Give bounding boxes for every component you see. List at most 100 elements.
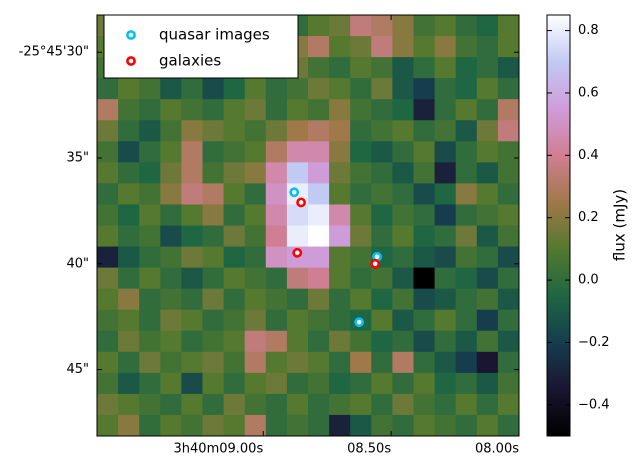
heatmap-cell	[350, 267, 372, 290]
heatmap-cell	[181, 330, 203, 353]
heatmap-cell	[329, 99, 351, 121]
x-tick-label: 08.50s	[347, 442, 391, 456]
heatmap-cell	[413, 393, 436, 416]
heatmap-cell	[497, 372, 520, 395]
heatmap-cell	[476, 57, 499, 79]
heatmap-cell	[455, 330, 478, 353]
heatmap-cell	[371, 225, 393, 248]
heatmap-cell	[308, 393, 330, 416]
heatmap-cell	[181, 141, 203, 163]
heatmap-cell	[455, 246, 478, 269]
heatmap-cell	[202, 99, 225, 121]
heatmap-cell	[181, 162, 203, 184]
heatmap-cell	[181, 225, 203, 248]
heatmap-cell	[265, 267, 288, 290]
heatmap-cell	[265, 204, 288, 226]
heatmap-cell	[476, 225, 499, 248]
heatmap-cell	[497, 15, 520, 37]
heatmap-cell	[371, 183, 393, 205]
heatmap-cell	[392, 393, 414, 416]
heatmap-cell	[476, 204, 499, 226]
heatmap-cell	[476, 36, 499, 58]
heatmap-cell	[413, 162, 436, 184]
heatmap-cell	[286, 288, 309, 311]
heatmap-cell	[371, 414, 393, 437]
heatmap-cell	[350, 120, 372, 142]
heatmap-cell	[350, 36, 372, 58]
heatmap-cell	[202, 330, 225, 353]
heatmap-cell	[392, 309, 414, 332]
heatmap-cell	[286, 141, 309, 163]
y-tick-label: 35"	[66, 151, 89, 166]
heatmap-cell	[139, 288, 161, 311]
heatmap-cell	[244, 330, 267, 353]
heatmap-cell	[371, 351, 393, 374]
heatmap-cell	[455, 162, 478, 184]
colorbar-tick-label: 0.2	[578, 210, 599, 225]
heatmap-cell	[308, 141, 330, 163]
heatmap-cell	[476, 267, 499, 290]
heatmap-cell	[455, 225, 478, 248]
heatmap-cell	[160, 351, 182, 374]
colorbar-tick-label: 0.6	[578, 85, 599, 100]
heatmap-cell	[244, 225, 267, 248]
heatmap-cell	[97, 99, 119, 121]
heatmap-cell	[308, 372, 330, 395]
heatmap-cell	[265, 183, 288, 205]
heatmap-cell	[181, 288, 203, 311]
heatmap-cell	[181, 204, 203, 226]
legend-marker	[126, 56, 136, 66]
heatmap-cell	[434, 120, 457, 142]
heatmap-cell	[223, 120, 246, 142]
heatmap-cell	[286, 414, 309, 437]
heatmap-cell	[244, 78, 267, 100]
heatmap-cell	[350, 225, 372, 248]
heatmap-cell	[97, 120, 119, 142]
heatmap-cell	[139, 330, 161, 353]
heatmap-cell	[413, 36, 436, 58]
heatmap-cell	[329, 15, 351, 37]
heatmap-cell	[139, 267, 161, 290]
heatmap-cell	[371, 393, 393, 416]
heatmap-cell	[434, 36, 457, 58]
heatmap-cell	[244, 162, 267, 184]
heatmap-cell	[202, 246, 225, 269]
heatmap-cell	[97, 309, 119, 332]
heatmap-cell	[455, 372, 478, 395]
heatmap-cell	[160, 141, 182, 163]
heatmap-cell	[139, 120, 161, 142]
heatmap-cell	[413, 414, 436, 437]
heatmap-cell	[265, 393, 288, 416]
heatmap-cell	[202, 267, 225, 290]
heatmap-cell	[350, 288, 372, 311]
heatmap-cell	[97, 162, 119, 184]
heatmap-cell	[392, 99, 414, 121]
heatmap-cell	[118, 78, 140, 100]
heatmap-cell	[118, 246, 140, 269]
heatmap-cell	[413, 288, 436, 311]
heatmap-cell	[308, 204, 330, 226]
heatmap-cell	[434, 288, 457, 311]
heatmap-cell	[139, 372, 161, 395]
heatmap-cell	[202, 414, 225, 437]
heatmap-cell	[202, 120, 225, 142]
heatmap-cell	[118, 372, 140, 395]
scatter-point	[292, 247, 303, 258]
heatmap-cell	[350, 15, 372, 37]
heatmap-cell	[392, 162, 414, 184]
heatmap-cell	[497, 78, 520, 100]
heatmap-cell	[118, 99, 140, 121]
heatmap-cell	[329, 183, 351, 205]
heatmap-cell	[392, 267, 414, 290]
heatmap-cell	[434, 267, 457, 290]
heatmap-cell	[413, 141, 436, 163]
heatmap-cell	[118, 393, 140, 416]
heatmap-cell	[181, 99, 203, 121]
heatmap-cell	[265, 330, 288, 353]
heatmap-cell	[223, 78, 246, 100]
heatmap-cell	[223, 162, 246, 184]
heatmap-cell	[139, 162, 161, 184]
heatmap-cell	[286, 162, 309, 184]
heatmap-cell	[476, 393, 499, 416]
heatmap-cell	[476, 246, 499, 269]
